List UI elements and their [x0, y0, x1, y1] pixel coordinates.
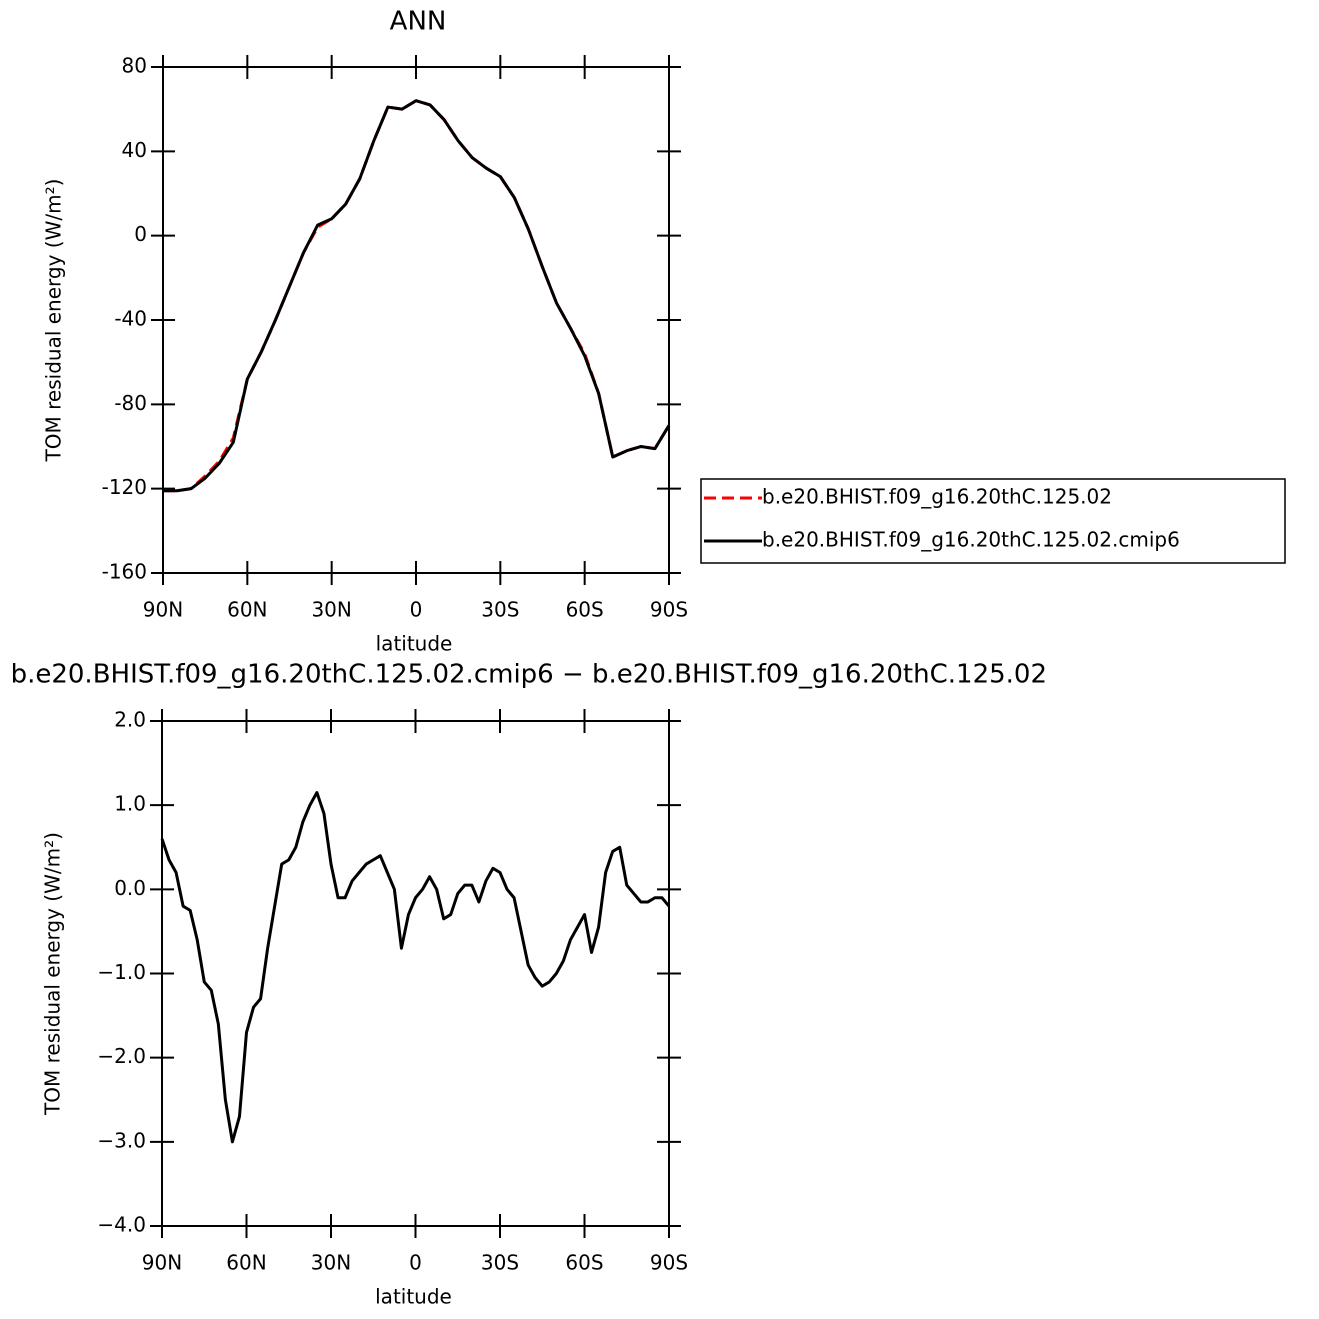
y-tick-label: 0.0: [114, 876, 146, 900]
y-tick-label: 0: [134, 222, 147, 246]
x-tick-label: 30N: [311, 598, 351, 622]
chart-title: ANN: [390, 7, 447, 37]
y-tick-label: −3.0: [97, 1128, 146, 1152]
x-tick-label: 90S: [650, 598, 688, 622]
y-tick-label: -40: [114, 307, 147, 331]
x-axis-label: latitude: [375, 1285, 452, 1309]
y-axis-label: TOM residual energy (W/m²): [41, 832, 65, 1116]
plot-frame: [161, 720, 670, 1227]
x-tick-label: 90N: [143, 598, 183, 622]
x-tick-label: 0: [410, 598, 423, 622]
x-tick-label: 60N: [226, 1251, 266, 1275]
y-tick-label: −2.0: [97, 1044, 146, 1068]
y-axis-label: TOM residual energy (W/m²): [42, 179, 66, 463]
y-tick-label: -120: [102, 475, 147, 499]
y-tick-label: 80: [122, 54, 147, 78]
y-tick-label: −4.0: [97, 1213, 146, 1237]
y-tick-label: -160: [102, 560, 147, 584]
x-tick-label: 0: [409, 1251, 422, 1275]
x-tick-label: 60S: [566, 598, 604, 622]
series-line: [163, 99, 671, 493]
x-tick-label: 90S: [650, 1251, 688, 1275]
x-tick-label: 90N: [142, 1251, 182, 1275]
series-line: [163, 99, 671, 493]
x-tick-label: 30N: [311, 1251, 351, 1275]
y-tick-label: 2.0: [114, 708, 146, 732]
y-tick-label: 40: [122, 138, 147, 162]
legend-label: b.e20.BHIST.f09_g16.20thC.125.02: [762, 485, 1112, 509]
x-tick-label: 30S: [481, 1251, 519, 1275]
y-tick-label: -80: [114, 391, 147, 415]
legend-label: b.e20.BHIST.f09_g16.20thC.125.02.cmip6: [762, 528, 1180, 552]
legend-box: [700, 478, 1286, 564]
plot-frame: [162, 66, 670, 574]
series-line: [160, 791, 671, 1144]
x-tick-label: 30S: [481, 598, 519, 622]
x-tick-label: 60S: [565, 1251, 603, 1275]
y-tick-label: 1.0: [114, 792, 146, 816]
x-tick-label: 60N: [227, 598, 267, 622]
chart-title: b.e20.BHIST.f09_g16.20thC.125.02.cmip6 −…: [11, 660, 1047, 690]
x-axis-label: latitude: [376, 632, 453, 656]
y-tick-label: −1.0: [97, 960, 146, 984]
